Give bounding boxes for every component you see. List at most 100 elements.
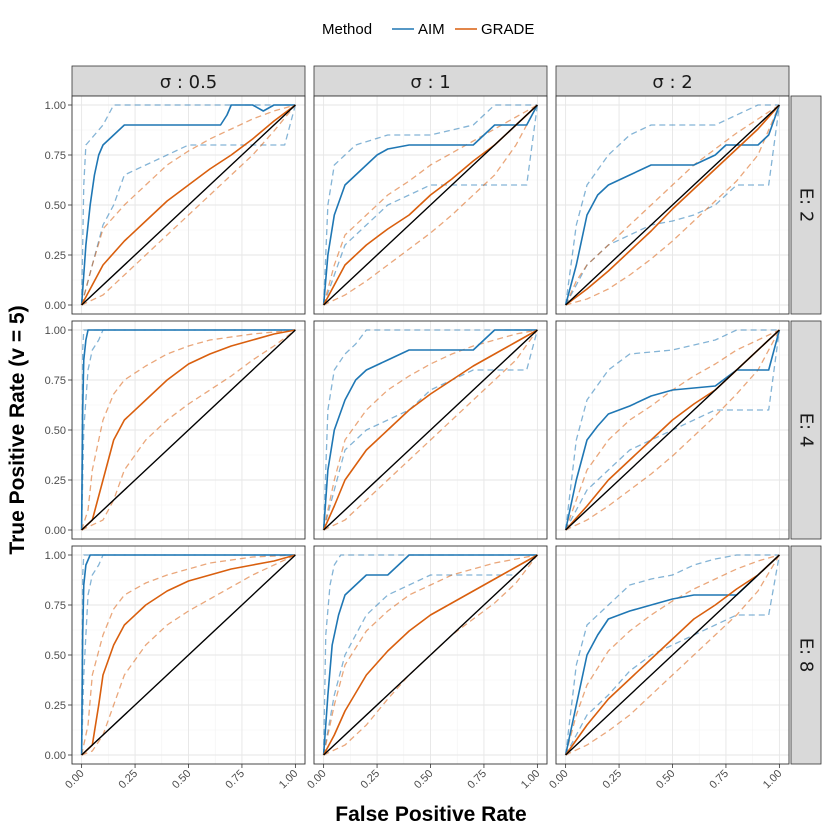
series-grade-band: [323, 104, 538, 306]
col-strip-label-2: σ : 1: [410, 72, 450, 93]
panel-e-8-0-5: 0.00 0.25 0.50 0.75 1.00 0.00 0.25 0.50 0.75 1.00: [45, 545, 306, 792]
x-tick-label: 0.50: [412, 768, 436, 792]
series-aim-band: [564, 104, 780, 306]
row-strip: [790, 545, 822, 765]
y-tick-label: 0.00: [45, 750, 66, 762]
series-aim-band: [322, 104, 538, 306]
series-aim-mean: [80, 554, 296, 756]
series-grade-band: [565, 104, 780, 306]
series-aim-band: [322, 329, 539, 531]
panel-e-4-1: [313, 320, 548, 540]
row-strip-label-1: E: 2: [796, 188, 817, 223]
panel-e-2-0-5: 0.00 0.25 0.50 0.75 1.00: [45, 95, 306, 315]
series-grade-band: [323, 554, 538, 756]
x-tick-label: 1.00: [761, 768, 785, 792]
series-grade-band: [322, 104, 538, 306]
series-aim-mean: [80, 329, 296, 531]
col-strip-label-1: σ : 0.5: [160, 72, 218, 93]
col-strip-label-3: σ : 2: [652, 72, 692, 93]
x-tick-label: 0.25: [117, 768, 141, 792]
series-aim-mean: [322, 329, 538, 531]
x-tick-label: 1.00: [519, 768, 543, 792]
series-aim-band: [564, 329, 780, 531]
y-axis-title: True Positive Rate (v = 5): [6, 305, 29, 554]
series-grade-band: [80, 104, 296, 306]
series-grade-band: [565, 329, 780, 531]
diagonal-reference-line: [565, 329, 780, 531]
diagonal-reference-line: [565, 104, 780, 306]
y-tick-label: 0.75: [45, 600, 66, 612]
panel-e-4-0-5: 0.00 0.25 0.50 0.75 1.00: [45, 320, 306, 540]
legend-title: Method: [322, 21, 372, 38]
x-tick-label: 0.00: [305, 768, 329, 792]
y-tick-label: 1.00: [45, 550, 66, 562]
facet-panels: σ : 0.5 σ : 1 σ : 2 E: 2 E: 4 E: 8 0.00 0.25 0.5…: [45, 65, 822, 792]
row-strip-label-2: E: 4: [796, 413, 817, 448]
diagonal-reference-line: [323, 554, 538, 756]
diagonal-reference-line: [323, 329, 538, 531]
panel-border: [313, 320, 548, 540]
x-tick-label: 1.00: [277, 768, 301, 792]
y-tick-label: 0.25: [45, 475, 66, 487]
series-aim-mean: [322, 104, 539, 306]
diagonal-reference-line: [81, 329, 296, 531]
legend-label-aim: AIM: [418, 21, 445, 38]
series-aim-mean: [80, 104, 296, 306]
series-grade-band: [81, 104, 296, 306]
series-aim-band: [323, 104, 539, 306]
series-aim-band: [322, 554, 538, 756]
x-tick-label: 0.75: [465, 768, 489, 792]
panel-e-2-1: [313, 95, 548, 315]
x-axis-title: False Positive Rate: [335, 803, 526, 826]
legend: Method AIM GRADE: [322, 21, 534, 38]
x-tick-label: 0.50: [170, 768, 194, 792]
y-tick-label: 0.75: [45, 375, 66, 387]
series-aim-mean: [564, 104, 781, 306]
row-strip: [790, 95, 822, 315]
panel-border: [555, 95, 790, 315]
y-tick-label: 0.75: [45, 150, 66, 162]
y-tick-label: 0.00: [45, 525, 66, 537]
series-grade-mean: [80, 104, 296, 306]
row-strip: [790, 320, 822, 540]
series-aim-band: [80, 104, 296, 306]
y-tick-label: 0.25: [45, 250, 66, 262]
series-aim-mean: [564, 329, 781, 531]
diagonal-reference-line: [81, 554, 296, 756]
col-strip: [71, 65, 306, 97]
series-grade-band: [323, 329, 538, 531]
panel-border: [313, 95, 548, 315]
series-grade-mean: [565, 104, 780, 306]
y-tick-label: 0.50: [45, 425, 66, 437]
y-tick-label: 0.50: [45, 650, 66, 662]
series-grade-band: [565, 554, 780, 756]
panel-e-8-2: 0.00 0.25 0.50 0.75 1.00: [547, 545, 790, 792]
series-grade-mean: [322, 329, 538, 531]
series-grade-band: [565, 104, 780, 306]
series-aim-mean: [322, 554, 538, 756]
x-tick-label: 0.25: [359, 768, 383, 792]
legend-label-grade: GRADE: [481, 21, 534, 38]
y-tick-label: 0.50: [45, 200, 66, 212]
series-grade-band: [81, 329, 296, 531]
series-aim-band: [564, 554, 780, 756]
x-tick-label: 0.75: [707, 768, 731, 792]
x-tick-label: 0.50: [654, 768, 678, 792]
y-tick-label: 1.00: [45, 100, 66, 112]
series-grade-band: [80, 554, 296, 756]
series-grade-band: [564, 554, 780, 756]
panel-e-4-2: [555, 320, 790, 540]
series-grade-mean: [322, 554, 538, 756]
col-strip: [313, 65, 548, 97]
x-tick-label: 0.75: [223, 768, 247, 792]
y-tick-label: 1.00: [45, 325, 66, 337]
series-aim-band: [322, 329, 538, 531]
series-grade-mean: [564, 554, 780, 756]
series-grade-band: [565, 329, 780, 531]
series-grade-band: [322, 329, 538, 531]
y-tick-label: 0.25: [45, 700, 66, 712]
panel-e-2-2: [555, 95, 790, 315]
series-grade-band: [81, 329, 296, 531]
diagonal-reference-line: [565, 554, 780, 756]
